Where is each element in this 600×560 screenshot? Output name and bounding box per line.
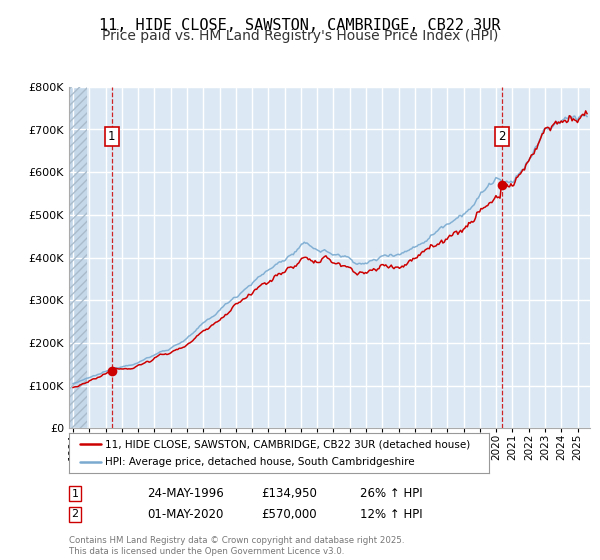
- Text: 1: 1: [71, 489, 79, 499]
- Text: 2: 2: [71, 509, 79, 519]
- Text: 24-MAY-1996: 24-MAY-1996: [147, 487, 224, 501]
- Text: 11, HIDE CLOSE, SAWSTON, CAMBRIDGE, CB22 3UR: 11, HIDE CLOSE, SAWSTON, CAMBRIDGE, CB22…: [99, 18, 501, 33]
- Text: 2: 2: [498, 130, 505, 143]
- Text: HPI: Average price, detached house, South Cambridgeshire: HPI: Average price, detached house, Sout…: [104, 457, 415, 467]
- Bar: [69, 87, 86, 428]
- Bar: [69, 87, 86, 428]
- Text: £134,950: £134,950: [261, 487, 317, 501]
- Text: 26% ↑ HPI: 26% ↑ HPI: [360, 487, 422, 501]
- Text: £570,000: £570,000: [261, 507, 317, 521]
- Text: Price paid vs. HM Land Registry's House Price Index (HPI): Price paid vs. HM Land Registry's House …: [102, 29, 498, 43]
- Text: 11, HIDE CLOSE, SAWSTON, CAMBRIDGE, CB22 3UR (detached house): 11, HIDE CLOSE, SAWSTON, CAMBRIDGE, CB22…: [104, 439, 470, 449]
- Text: Contains HM Land Registry data © Crown copyright and database right 2025.
This d: Contains HM Land Registry data © Crown c…: [69, 536, 404, 556]
- Text: 1: 1: [108, 130, 115, 143]
- Text: 01-MAY-2020: 01-MAY-2020: [147, 507, 223, 521]
- Text: 12% ↑ HPI: 12% ↑ HPI: [360, 507, 422, 521]
